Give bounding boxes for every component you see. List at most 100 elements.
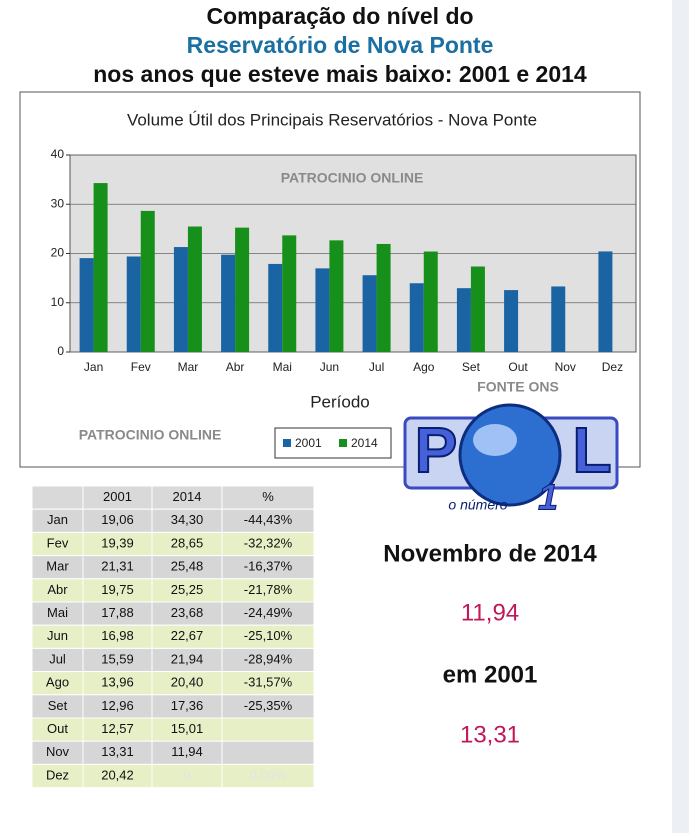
table-text: Out xyxy=(47,721,68,736)
table-text: -28,94% xyxy=(244,651,293,666)
table-text: Ago xyxy=(46,675,69,690)
table-text: 34,30 xyxy=(171,512,204,527)
bar xyxy=(221,254,236,352)
table-text: 17,88 xyxy=(101,605,134,620)
chart-title: Volume Útil dos Principais Reservatórios… xyxy=(127,110,537,129)
table-text: Jan xyxy=(47,512,68,527)
x-tick-label: Mai xyxy=(273,360,292,374)
y-tick-label: 20 xyxy=(51,246,65,260)
header-line: Reservatório de Nova Ponte xyxy=(187,32,494,58)
x-tick-label: Mar xyxy=(178,360,199,374)
table-text: 13,96 xyxy=(101,675,134,690)
bar xyxy=(235,227,250,352)
table-text: Abr xyxy=(47,582,68,597)
legend-swatch xyxy=(339,439,347,447)
legend-swatch xyxy=(283,439,291,447)
x-tick-label: Abr xyxy=(226,360,245,374)
bar xyxy=(282,235,297,352)
bar xyxy=(362,275,377,352)
table-text: 11,94 xyxy=(171,744,203,759)
table-text: 12,57 xyxy=(101,721,134,736)
x-tick-label: Nov xyxy=(555,360,576,374)
table-text: 21,31 xyxy=(101,559,134,574)
table-text: Dez xyxy=(46,767,69,782)
table-text: 20,42 xyxy=(101,767,134,782)
x-tick-label: Ago xyxy=(413,360,435,374)
logo-number: 1 xyxy=(538,477,558,518)
table-header: % xyxy=(262,489,274,504)
bar xyxy=(268,263,283,352)
bar xyxy=(93,183,108,352)
side-value: 11,94 xyxy=(461,599,519,626)
table-header: 2001 xyxy=(103,489,132,504)
table-cell xyxy=(221,740,315,765)
y-tick-label: 40 xyxy=(51,147,65,161)
side-strip xyxy=(672,0,689,833)
x-tick-label: Out xyxy=(508,360,528,374)
bar xyxy=(504,290,519,352)
y-tick-label: 10 xyxy=(51,295,65,309)
x-tick-label: Dez xyxy=(602,360,623,374)
table-text: Mai xyxy=(47,605,68,620)
table-text: 12,96 xyxy=(101,698,134,713)
bar xyxy=(315,268,330,352)
table-cell xyxy=(221,717,315,742)
table-cell xyxy=(221,763,315,789)
bar xyxy=(598,251,613,352)
bar xyxy=(187,226,202,352)
watermark: PATROCINIO ONLINE xyxy=(79,427,222,443)
table-text: Mar xyxy=(46,559,69,574)
table-text: Jun xyxy=(47,628,68,643)
bar xyxy=(423,251,438,352)
table-text: Fev xyxy=(47,535,69,550)
legend-label: 2014 xyxy=(351,436,378,450)
x-tick-label: Jun xyxy=(320,360,339,374)
table-text: 23,68 xyxy=(171,605,204,620)
table-text: 22,67 xyxy=(171,628,204,643)
table-text: -25,10% xyxy=(244,628,293,643)
bar xyxy=(140,210,155,352)
table-text: Set xyxy=(48,698,68,713)
table-text: -16,37% xyxy=(244,559,293,574)
side-heading: em 2001 xyxy=(443,661,538,688)
table-text: 25,25 xyxy=(171,582,204,597)
bar xyxy=(329,240,344,352)
table-text: 21,94 xyxy=(171,651,204,666)
x-axis-label: Período xyxy=(310,392,370,411)
table-text: 25,48 xyxy=(171,559,204,574)
table-text: 20,40 xyxy=(171,675,204,690)
header-line: nos anos que esteve mais baixo: 2001 e 2… xyxy=(93,61,587,87)
table-text: 28,65 xyxy=(171,535,204,550)
bar xyxy=(409,283,424,352)
x-tick-label: Jan xyxy=(84,360,103,374)
bar xyxy=(376,243,391,352)
legend-box xyxy=(274,427,392,459)
table-text: -32,32% xyxy=(244,535,293,550)
watermark: PATROCINIO ONLINE xyxy=(281,170,424,186)
table-text: -44,43% xyxy=(244,512,293,527)
x-tick-label: Jul xyxy=(369,360,384,374)
table-text: 15,59 xyxy=(101,651,134,666)
table-text: -31,57% xyxy=(244,675,293,690)
legend-label: 2001 xyxy=(295,436,322,450)
table-text: 19,75 xyxy=(101,582,134,597)
bar xyxy=(126,256,141,352)
logo: P L o número 1 xyxy=(403,403,619,518)
bar xyxy=(551,286,566,352)
x-tick-label: Fev xyxy=(131,360,151,374)
side-heading: Novembro de 2014 xyxy=(383,540,597,567)
y-tick-label: 0 xyxy=(57,344,64,358)
logo-letter: P xyxy=(415,414,458,486)
table-text: 0,00% xyxy=(250,767,287,782)
table-text: Nov xyxy=(46,744,70,759)
bar xyxy=(470,266,485,352)
watermark: FONTE ONS xyxy=(477,379,559,395)
logo-letter: L xyxy=(572,414,611,486)
bar xyxy=(79,258,94,352)
table-text: 13,31 xyxy=(101,744,134,759)
table-text: 19,06 xyxy=(101,512,134,527)
table-text: 19,39 xyxy=(101,535,134,550)
table-text: 15,01 xyxy=(171,721,204,736)
logo-shine xyxy=(473,424,517,456)
